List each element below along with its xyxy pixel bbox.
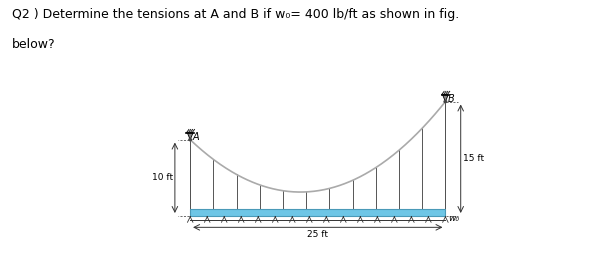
Text: w₀: w₀ [449, 214, 459, 224]
Text: Q2 ) Determine the tensions at A and B if w₀= 400 lb/ft as shown in fig.: Q2 ) Determine the tensions at A and B i… [12, 8, 459, 21]
Bar [190, 209, 446, 216]
Text: below?: below? [12, 38, 56, 51]
Circle shape [444, 101, 447, 103]
Text: 25 ft: 25 ft [307, 230, 328, 239]
Text: 15 ft: 15 ft [463, 154, 484, 163]
Text: A: A [193, 132, 199, 142]
Text: 10 ft: 10 ft [152, 173, 173, 182]
Text: B: B [448, 94, 454, 104]
Circle shape [189, 139, 191, 141]
Polygon shape [443, 95, 448, 102]
Polygon shape [187, 133, 193, 140]
